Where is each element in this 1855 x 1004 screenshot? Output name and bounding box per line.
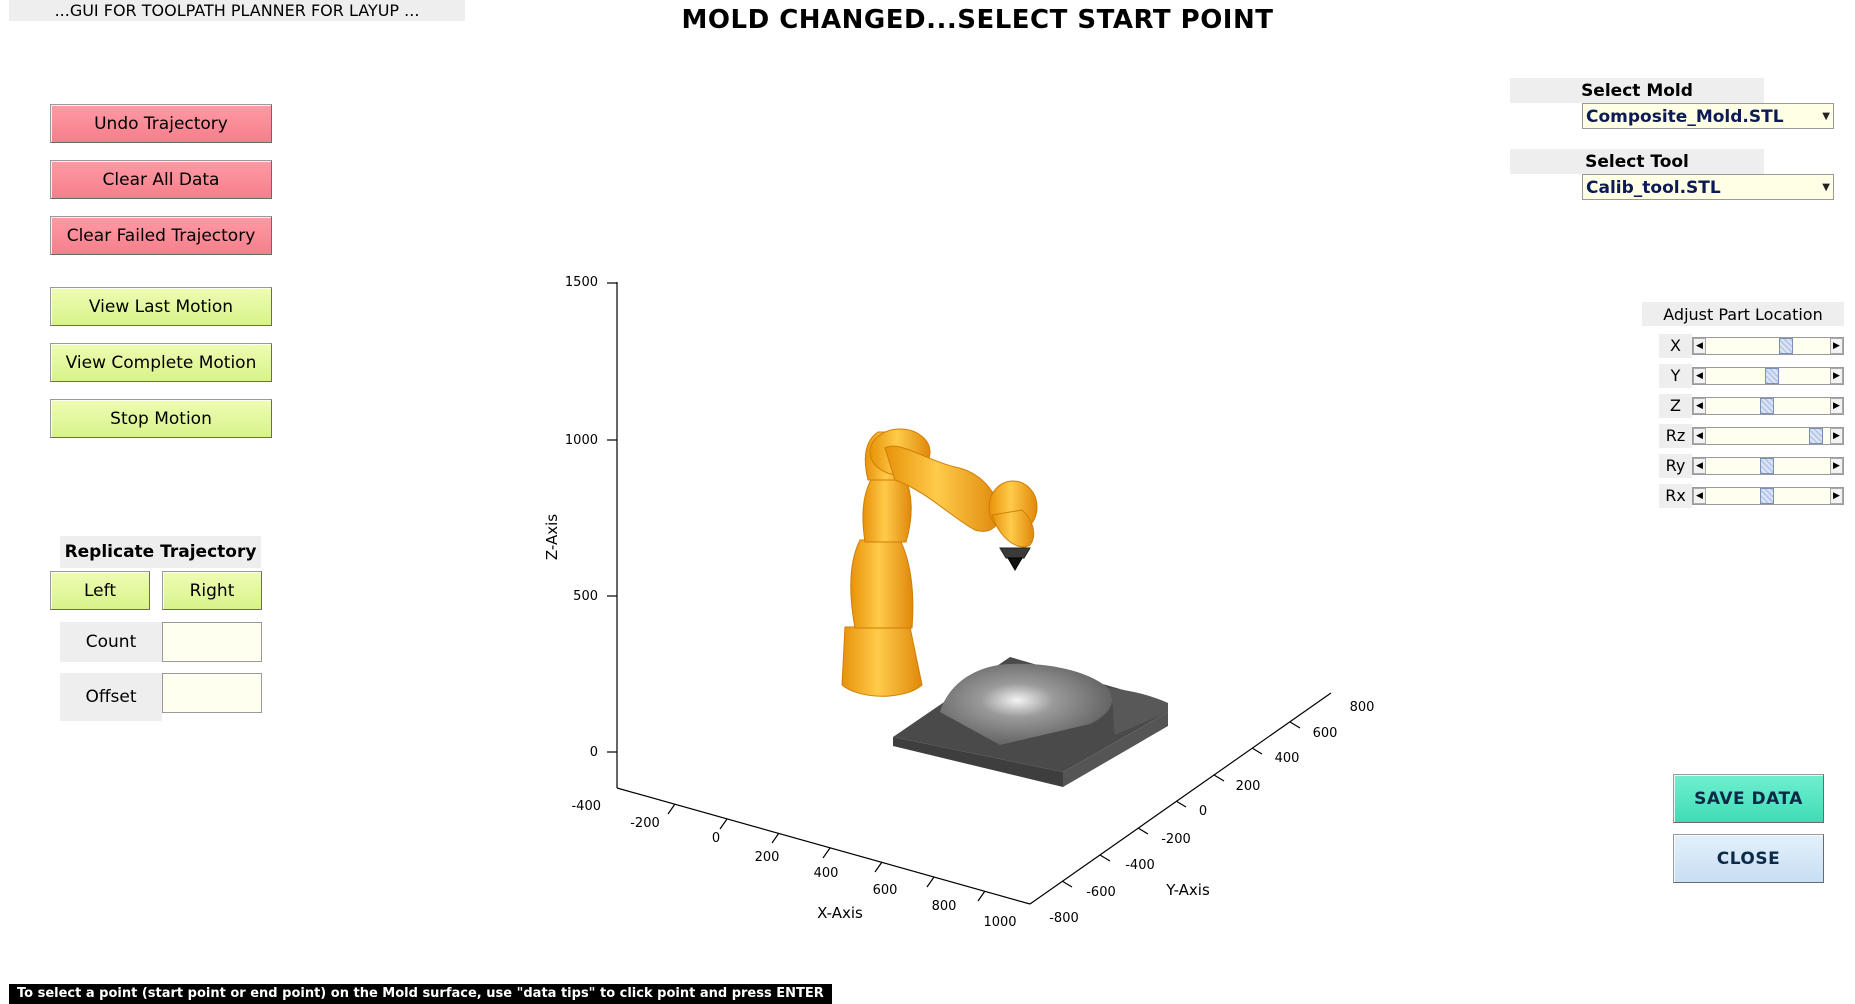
z-tick-label: 0 xyxy=(590,745,598,760)
slider-thumb[interactable] xyxy=(1759,398,1774,414)
select-mold-label: Select Mold xyxy=(1510,78,1764,103)
slider-x[interactable]: ◀ ▶ xyxy=(1692,337,1844,355)
z-tick-label: 1000 xyxy=(565,433,598,448)
x-tick-label: 600 xyxy=(873,883,898,898)
undo-trajectory-button[interactable]: Undo Trajectory xyxy=(50,104,272,143)
y-tick-label: 600 xyxy=(1313,726,1338,741)
chevron-left-icon[interactable]: ◀ xyxy=(1693,428,1706,444)
mold-dropdown[interactable]: Composite_Mold.STL ▼ xyxy=(1582,103,1834,129)
z-tick-label: -400 xyxy=(571,799,601,814)
view-complete-motion-button[interactable]: View Complete Motion xyxy=(50,343,272,382)
tool-dropdown[interactable]: Calib_tool.STL ▼ xyxy=(1582,174,1834,200)
replicate-right-button[interactable]: Right xyxy=(162,571,262,610)
x-tick-label: -200 xyxy=(630,816,660,831)
x-tick-label: 1000 xyxy=(983,915,1016,930)
slider-label-rz: Rz xyxy=(1659,424,1692,448)
plot-axes xyxy=(607,282,1332,905)
stop-motion-button[interactable]: Stop Motion xyxy=(50,399,272,438)
view-last-motion-button[interactable]: View Last Motion xyxy=(50,287,272,326)
count-input[interactable] xyxy=(162,622,262,662)
y-tick-label: -600 xyxy=(1086,885,1116,900)
chevron-left-icon[interactable]: ◀ xyxy=(1693,338,1706,354)
chevron-left-icon[interactable]: ◀ xyxy=(1693,488,1706,504)
x-tick-label: 0 xyxy=(712,831,720,846)
slider-thumb[interactable] xyxy=(1778,338,1793,354)
mold-dropdown-value: Composite_Mold.STL xyxy=(1586,107,1784,127)
robot-model xyxy=(841,428,1038,697)
slider-label-z: Z xyxy=(1659,394,1692,418)
y-tick-label: -200 xyxy=(1161,832,1191,847)
app-title: ...GUI FOR TOOLPATH PLANNER FOR LAYUP ..… xyxy=(9,0,465,21)
x-tick-label: 200 xyxy=(755,850,780,865)
chevron-right-icon[interactable]: ▶ xyxy=(1830,368,1843,384)
x-tick-label: 800 xyxy=(932,899,957,914)
slider-thumb[interactable] xyxy=(1809,428,1824,444)
x-tick-labels: -200 0 200 400 600 800 1000 xyxy=(630,816,1016,930)
y-tick-label: 400 xyxy=(1275,751,1300,766)
y-tick-label: 0 xyxy=(1199,804,1207,819)
status-message: MOLD CHANGED...SELECT START POINT xyxy=(681,5,1274,35)
clear-all-data-button[interactable]: Clear All Data xyxy=(50,160,272,199)
chevron-down-icon[interactable]: ▼ xyxy=(1822,182,1830,193)
chevron-right-icon[interactable]: ▶ xyxy=(1830,428,1843,444)
mold-model xyxy=(893,657,1168,787)
close-button[interactable]: CLOSE xyxy=(1673,834,1824,883)
y-tick-label: -800 xyxy=(1049,911,1079,926)
slider-label-rx: Rx xyxy=(1659,484,1692,508)
tool-dropdown-value: Calib_tool.STL xyxy=(1586,178,1721,198)
x-axis-title: X-Axis xyxy=(817,904,863,922)
z-axis-title: Z-Axis xyxy=(543,514,561,560)
adjust-part-location-title: Adjust Part Location xyxy=(1642,302,1844,326)
z-tick-label: 500 xyxy=(573,589,598,604)
slider-z[interactable]: ◀ ▶ xyxy=(1692,397,1844,415)
slider-rz[interactable]: ◀ ▶ xyxy=(1692,427,1844,445)
clear-failed-trajectory-button[interactable]: Clear Failed Trajectory xyxy=(50,216,272,255)
chevron-left-icon[interactable]: ◀ xyxy=(1693,368,1706,384)
offset-input[interactable] xyxy=(162,673,262,713)
select-tool-label: Select Tool xyxy=(1510,149,1764,174)
slider-y[interactable]: ◀ ▶ xyxy=(1692,367,1844,385)
replicate-trajectory-title: Replicate Trajectory xyxy=(60,536,261,568)
chevron-down-icon[interactable]: ▼ xyxy=(1822,111,1830,122)
chevron-right-icon[interactable]: ▶ xyxy=(1830,458,1843,474)
slider-label-x: X xyxy=(1659,334,1692,358)
slider-label-y: Y xyxy=(1659,364,1692,388)
y-tick-label: 800 xyxy=(1350,700,1375,715)
slider-label-ry: Ry xyxy=(1659,454,1692,478)
slider-thumb[interactable] xyxy=(1759,458,1774,474)
y-tick-labels: -800 -600 -400 -200 0 200 400 600 800 xyxy=(1049,700,1374,926)
footer-instruction: To select a point (start point or end po… xyxy=(9,984,832,1004)
save-data-button[interactable]: SAVE DATA xyxy=(1673,774,1824,823)
y-axis-line xyxy=(1029,692,1332,905)
x-tick-label: 400 xyxy=(814,866,839,881)
count-label: Count xyxy=(60,622,162,662)
y-tick-label: 200 xyxy=(1236,779,1261,794)
chevron-right-icon[interactable]: ▶ xyxy=(1830,398,1843,414)
chevron-left-icon[interactable]: ◀ xyxy=(1693,458,1706,474)
replicate-left-button[interactable]: Left xyxy=(50,571,150,610)
z-tick-labels: 1500 1000 500 0 -400 xyxy=(565,275,601,814)
y-tick-label: -400 xyxy=(1125,858,1155,873)
chevron-right-icon[interactable]: ▶ xyxy=(1830,488,1843,504)
slider-thumb[interactable] xyxy=(1765,368,1780,384)
chevron-right-icon[interactable]: ▶ xyxy=(1830,338,1843,354)
z-tick-label: 1500 xyxy=(565,275,598,290)
slider-ry[interactable]: ◀ ▶ xyxy=(1692,457,1844,475)
chevron-left-icon[interactable]: ◀ xyxy=(1693,398,1706,414)
x-axis-line xyxy=(616,787,1031,905)
y-axis-title: Y-Axis xyxy=(1165,881,1210,899)
slider-thumb[interactable] xyxy=(1759,488,1774,504)
offset-label: Offset xyxy=(60,673,162,721)
slider-rx[interactable]: ◀ ▶ xyxy=(1692,487,1844,505)
